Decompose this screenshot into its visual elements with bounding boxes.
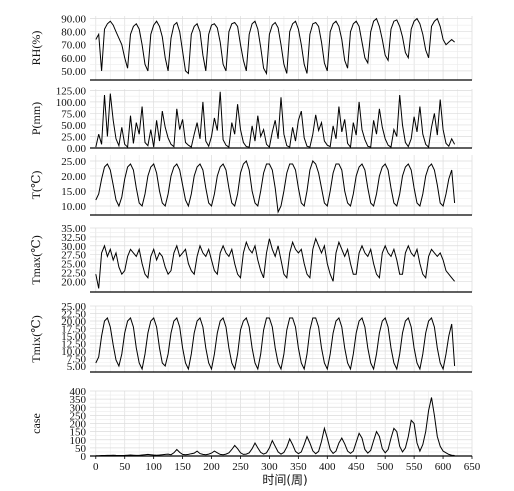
panel-6-y-tick-label: 150 (70, 427, 87, 439)
x-tick-label: 50 (119, 461, 131, 473)
panel-2-y-tick-label: 100.00 (56, 97, 87, 109)
panel-4-y-tick-label: 20.00 (61, 276, 86, 288)
panel-4-y-axis-label: Tmax(℃) (29, 235, 43, 284)
panel-4-y-tick-label: 35.00 (61, 223, 86, 235)
x-tick-label: 650 (464, 461, 481, 473)
panel-6-y-axis-label: case (29, 413, 43, 434)
x-tick-label: 600 (435, 461, 452, 473)
x-tick-label: 0 (93, 461, 99, 473)
x-tick-label: 150 (174, 461, 191, 473)
panel-4-y-tick-label: 27.50 (61, 250, 86, 262)
panel-4-y-tick-label: 32.50 (61, 232, 86, 244)
panel-6-y-tick-label: 400 (70, 386, 87, 398)
panel-1-y-tick-label: 50.00 (61, 66, 86, 78)
panel-3-y-tick-label: 25.00 (61, 156, 86, 168)
panel-6-y-tick-label: 100 (70, 435, 87, 447)
panel-2-y-tick-label: 125.00 (56, 85, 87, 97)
panel-5-y-tick-label: 10.00 (61, 346, 86, 358)
panel-6-y-tick-label: 50 (75, 443, 87, 455)
x-axis-title: 时间(周) (262, 473, 307, 487)
panel-1-y-axis-label: RH(%) (29, 31, 43, 66)
panel-5-y-tick-label: 25.00 (61, 301, 86, 313)
panel-1-series-line (95, 17, 455, 76)
panel-3-y-axis-label: T(℃) (29, 171, 43, 200)
panel-2-series-line (95, 91, 456, 149)
panel-6-y-tick-label: 0 (81, 451, 87, 463)
x-tick-label: 200 (203, 461, 220, 473)
panel-2-y-tick-label: 25.00 (61, 131, 86, 143)
x-tick-label: 100 (145, 461, 162, 473)
panel-4-y-tick-label: 30.00 (61, 241, 86, 253)
panel-6-y-tick-label: 200 (70, 419, 87, 431)
panel-4-series-line (95, 237, 455, 289)
panel-6-y-tick-label: 250 (70, 410, 87, 422)
panel-3-y-tick-label: 15.00 (61, 186, 86, 198)
panel-5-y-axis-label: Tmix(℃) (29, 315, 43, 362)
x-tick-label: 550 (406, 461, 423, 473)
x-tick-label: 500 (377, 461, 394, 473)
panel-5-y-tick-label: 17.50 (61, 324, 86, 336)
panel-2-y-tick-label: 50.00 (61, 120, 86, 132)
panel-2-y-axis-label: P(mm) (29, 102, 43, 135)
panel-1-y-tick-label: 60.00 (61, 53, 86, 65)
panel-5-y-tick-label: 5.00 (67, 361, 87, 373)
panel-1-y-tick-label: 80.00 (61, 27, 86, 39)
panel-6-series-line (95, 397, 455, 457)
panel-2-y-tick-label: 75.00 (61, 108, 86, 120)
panel-5-y-tick-label: 7.50 (67, 354, 87, 366)
x-tick-label: 350 (290, 461, 307, 473)
panel-5-y-tick-label: 15.00 (61, 331, 86, 343)
panel-4-y-tick-label: 22.50 (61, 267, 86, 279)
panel-3-y-tick-label: 20.00 (61, 171, 86, 183)
panel-3-y-tick-label: 10.00 (61, 201, 86, 213)
x-tick-label: 300 (261, 461, 278, 473)
panel-1-y-tick-label: 70.00 (61, 40, 86, 52)
panel-4-y-tick-label: 25.00 (61, 259, 86, 271)
panel-3-series-line (95, 160, 456, 214)
panel-5-y-tick-label: 12.50 (61, 339, 86, 351)
panel-1-y-tick-label: 90.00 (61, 14, 86, 26)
panel-5-series-line (95, 317, 456, 371)
x-tick-label: 450 (348, 461, 365, 473)
panel-5-y-tick-label: 22.50 (61, 309, 86, 321)
x-tick-label: 250 (232, 461, 249, 473)
panel-6-y-tick-label: 350 (70, 394, 87, 406)
panel-5-y-tick-label: 20.00 (61, 316, 86, 328)
x-tick-label: 400 (319, 461, 336, 473)
panel-2-y-tick-label: 0.00 (67, 143, 87, 155)
panel-6-y-tick-label: 300 (70, 402, 87, 414)
